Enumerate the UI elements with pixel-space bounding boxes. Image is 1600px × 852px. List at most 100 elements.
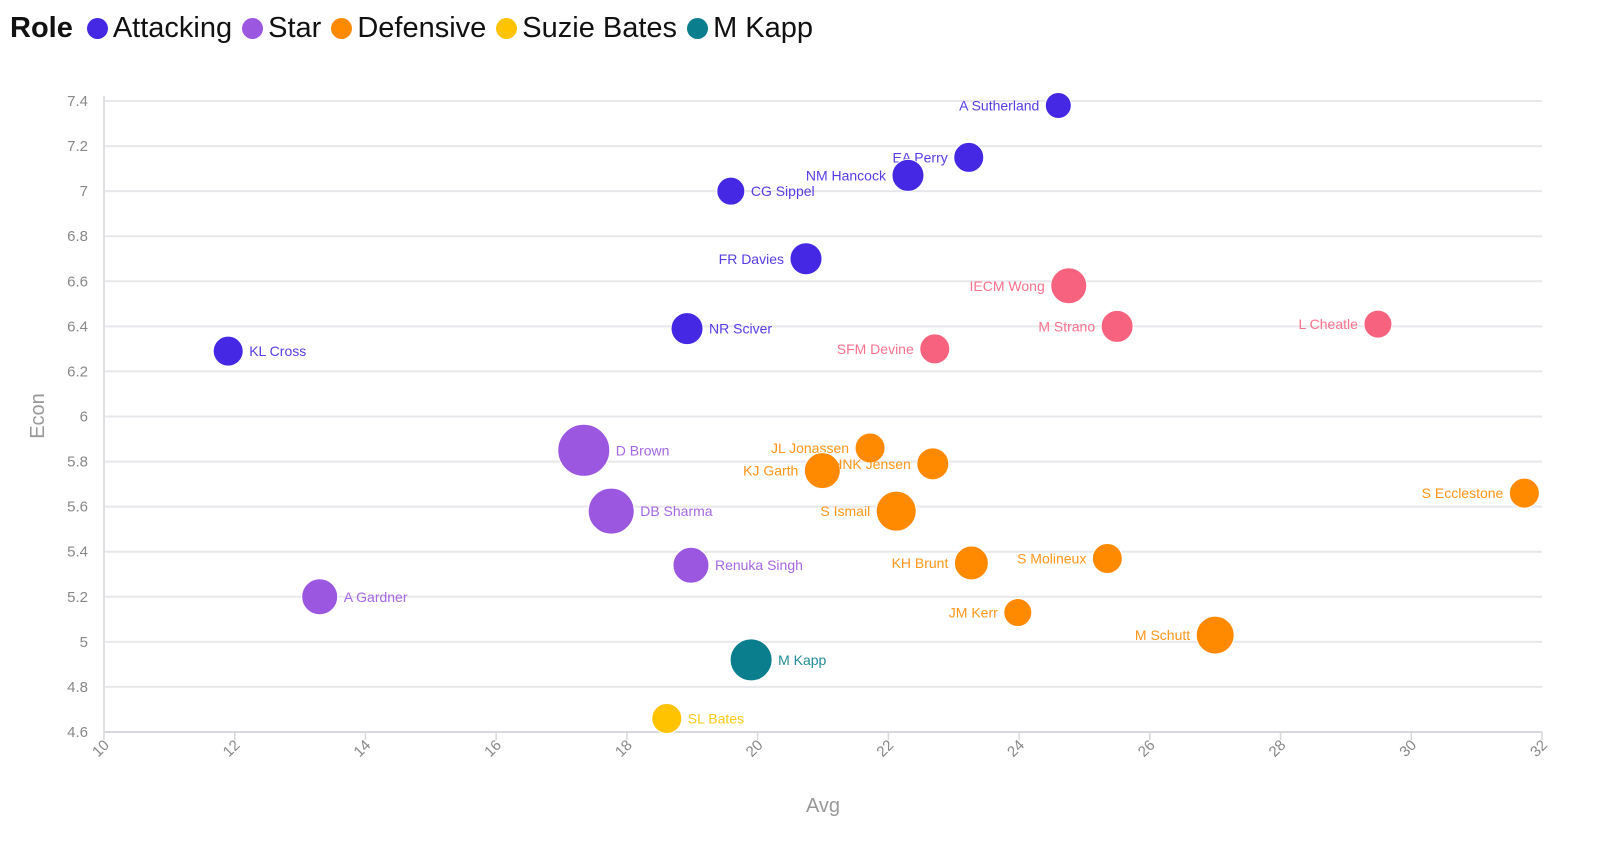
point-marker[interactable] bbox=[953, 545, 989, 581]
point-marker[interactable] bbox=[1195, 615, 1235, 655]
data-point[interactable]: S Ismail bbox=[820, 490, 917, 532]
point-marker[interactable] bbox=[729, 638, 773, 682]
point-marker[interactable] bbox=[587, 487, 635, 535]
legend-item[interactable]: Defensive bbox=[331, 12, 486, 45]
y-tick-label: 6.8 bbox=[67, 228, 88, 245]
y-tick-label: 6.4 bbox=[67, 318, 88, 335]
data-point[interactable]: SFM Devine bbox=[837, 333, 951, 365]
point-label: JM Kerr bbox=[949, 605, 998, 621]
point-marker[interactable] bbox=[1044, 92, 1072, 120]
data-point[interactable]: KH Brunt bbox=[892, 545, 989, 581]
data-point[interactable]: M Schutt bbox=[1135, 615, 1235, 655]
data-point[interactable]: KJ Garth bbox=[743, 452, 841, 490]
point-marker[interactable] bbox=[1091, 542, 1123, 574]
point-label: A Gardner bbox=[344, 589, 408, 605]
y-tick-label: 6 bbox=[80, 409, 88, 426]
data-point[interactable]: M Strano bbox=[1038, 309, 1134, 343]
legend-dot bbox=[242, 18, 264, 39]
point-label: D Brown bbox=[616, 442, 670, 458]
data-point[interactable]: A Gardner bbox=[301, 578, 408, 616]
data-point[interactable]: IECM Wong bbox=[970, 267, 1088, 305]
point-label: JL Jonassen bbox=[771, 440, 849, 456]
y-tick-label: 6.2 bbox=[67, 363, 88, 380]
point-label: IECM Wong bbox=[970, 278, 1045, 294]
data-point[interactable]: S Ecclestone bbox=[1422, 477, 1540, 509]
point-label: KH Brunt bbox=[892, 555, 949, 571]
data-point[interactable]: D Brown bbox=[557, 423, 670, 477]
point-marker[interactable] bbox=[875, 490, 917, 532]
legend: Role Attacking Star Defensive Suzie Bates M … bbox=[10, 12, 823, 45]
point-label: NM Hancock bbox=[806, 167, 887, 183]
point-marker[interactable] bbox=[557, 423, 611, 477]
x-tick-label: 22 bbox=[873, 737, 897, 761]
point-label: FR Davies bbox=[719, 251, 784, 267]
legend-label: Attacking bbox=[112, 12, 233, 44]
data-point[interactable]: KL Cross bbox=[212, 335, 306, 367]
data-point[interactable]: FR Davies bbox=[719, 242, 823, 276]
point-marker[interactable] bbox=[670, 312, 704, 346]
x-axis-title: Avg bbox=[806, 795, 840, 817]
point-marker[interactable] bbox=[1050, 267, 1088, 305]
point-marker[interactable] bbox=[854, 432, 886, 464]
data-point[interactable]: Renuka Singh bbox=[672, 546, 803, 584]
point-label: A Sutherland bbox=[959, 98, 1039, 114]
point-label: S Molineux bbox=[1017, 550, 1086, 566]
y-tick-label: 4.6 bbox=[67, 724, 88, 741]
point-marker[interactable] bbox=[672, 546, 710, 584]
point-marker[interactable] bbox=[1100, 309, 1134, 343]
data-point[interactable]: HNK Jensen bbox=[832, 447, 950, 481]
y-tick-label: 5 bbox=[80, 634, 88, 651]
legend-item[interactable]: M Kapp bbox=[687, 12, 813, 45]
legend-label: Star bbox=[268, 12, 322, 44]
point-label: M Strano bbox=[1038, 318, 1095, 334]
point-label: SFM Devine bbox=[837, 341, 914, 357]
data-point[interactable]: L Cheatle bbox=[1299, 309, 1393, 339]
y-tick-label: 5.4 bbox=[67, 544, 88, 561]
point-label: KJ Garth bbox=[743, 463, 798, 479]
data-point[interactable]: NM Hancock bbox=[806, 158, 925, 192]
legend-dot bbox=[331, 18, 353, 39]
x-tick-label: 10 bbox=[89, 737, 113, 761]
point-label: S Ecclestone bbox=[1422, 485, 1504, 501]
point-label: S Ismail bbox=[820, 503, 870, 519]
legend-item[interactable]: Star bbox=[242, 12, 321, 45]
legend-item[interactable]: Attacking bbox=[86, 12, 233, 45]
legend-dot bbox=[687, 18, 709, 39]
y-tick-label: 5.8 bbox=[67, 454, 88, 471]
data-point[interactable]: CG Sippel bbox=[716, 176, 815, 206]
x-tick-label: 26 bbox=[1135, 737, 1159, 761]
x-tick-label: 18 bbox=[612, 737, 636, 761]
legend-item[interactable]: Suzie Bates bbox=[496, 12, 677, 45]
point-label: L Cheatle bbox=[1299, 316, 1359, 332]
point-marker[interactable] bbox=[301, 578, 339, 616]
point-marker[interactable] bbox=[1363, 309, 1393, 339]
point-label: SL Bates bbox=[688, 710, 744, 726]
point-marker[interactable] bbox=[919, 333, 951, 365]
point-marker[interactable] bbox=[916, 447, 950, 481]
legend-dot bbox=[496, 18, 518, 39]
point-label: Renuka Singh bbox=[715, 557, 803, 573]
point-marker[interactable] bbox=[1003, 598, 1033, 628]
point-marker[interactable] bbox=[716, 176, 746, 206]
y-tick-label: 5.2 bbox=[67, 589, 88, 606]
data-point[interactable]: SL Bates bbox=[651, 702, 744, 734]
point-marker[interactable] bbox=[1508, 477, 1540, 509]
point-marker[interactable] bbox=[212, 335, 244, 367]
data-point[interactable]: DB Sharma bbox=[587, 487, 713, 535]
data-point[interactable]: A Sutherland bbox=[959, 92, 1072, 120]
point-marker[interactable] bbox=[651, 702, 683, 734]
point-label: M Schutt bbox=[1135, 627, 1190, 643]
legend-dot bbox=[86, 18, 108, 39]
y-tick-label: 5.6 bbox=[67, 499, 88, 516]
data-point[interactable]: JM Kerr bbox=[949, 598, 1033, 628]
data-point[interactable]: NR Sciver bbox=[670, 312, 772, 346]
data-point[interactable]: M Kapp bbox=[729, 638, 827, 682]
point-marker[interactable] bbox=[891, 158, 925, 192]
point-marker[interactable] bbox=[953, 141, 985, 173]
data-point[interactable]: JL Jonassen bbox=[771, 432, 886, 464]
point-marker[interactable] bbox=[789, 242, 823, 276]
y-tick-label: 4.8 bbox=[67, 679, 88, 696]
data-point[interactable]: S Molineux bbox=[1017, 542, 1123, 574]
y-axis-title: Econ bbox=[27, 393, 49, 439]
point-marker[interactable] bbox=[803, 452, 841, 490]
